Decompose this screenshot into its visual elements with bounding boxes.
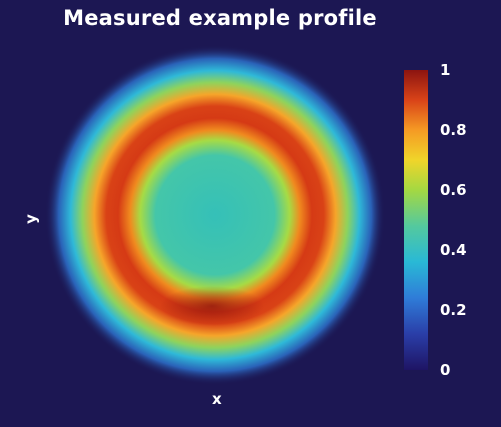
chart-title: Measured example profile [63, 6, 377, 30]
colorbar-tick-label: 1 [440, 61, 451, 79]
ring-intensity-profile [45, 45, 385, 385]
colorbar-tick-label: 0 [440, 361, 451, 379]
colorbar-tick-label: 0.8 [440, 121, 467, 139]
colorbar-tick-label: 0.6 [440, 181, 467, 199]
x-axis-label: x [212, 390, 222, 408]
peak-intensity-region [160, 286, 264, 326]
colorbar-tick-label: 0.4 [440, 241, 467, 259]
colorbar [404, 70, 428, 370]
y-axis-label: y [21, 214, 40, 224]
colorbar-tick-label: 0.2 [440, 301, 467, 319]
